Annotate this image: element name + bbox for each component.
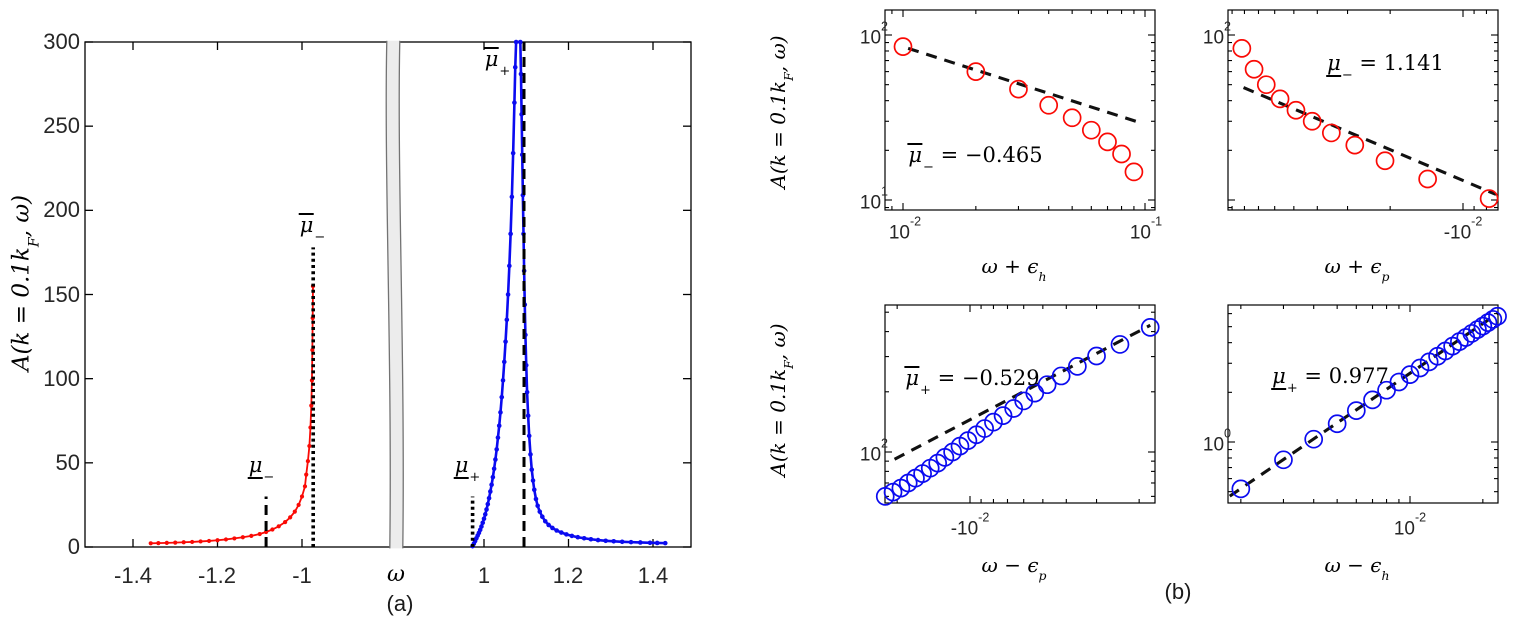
b1-xtick-1e-1: 10-1 (1129, 214, 1163, 244)
a-xaxis-label: ω (387, 562, 405, 587)
subplot-b4-ticks (1228, 305, 1498, 503)
panel-a-series-particle-branch (470, 39, 668, 549)
a-ytick-300: 300 (43, 29, 80, 54)
subplot-b3-ticks (885, 305, 1155, 503)
b4-annotation: μ+ = 0.977 (1271, 364, 1389, 396)
a-xtick-1: 1 (477, 563, 491, 588)
b4-xaxis-label: ω − ϵh (1324, 553, 1390, 584)
b2-xaxis-label: ω + ϵp (1324, 254, 1390, 285)
caption-b: (b) (1164, 579, 1192, 604)
label-mu-over-minus: μ− (298, 213, 326, 245)
a-xtick-n1p2: -1.2 (198, 563, 236, 588)
b2-annotation: μ− = 1.141 (1326, 51, 1444, 83)
a-xtick-1p4: 1.4 (637, 563, 669, 588)
b1-xaxis-label: ω + ϵh (981, 254, 1047, 285)
subplot-b4-markers (1231, 306, 1507, 499)
subplot-b3-markers (875, 318, 1160, 506)
panel-a-ticks (85, 41, 691, 548)
a-xtick-n1: -1 (292, 563, 312, 588)
b-row1-yaxis-label: A(k = 0.1kF, ω) (766, 35, 797, 189)
fit-line-b1 (907, 46, 1141, 124)
label-mu-under-plus: μ+ (453, 453, 481, 485)
a-xtick-1p2: 1.2 (552, 563, 584, 588)
b1-ytick-1e1: 101 (859, 184, 888, 214)
subplot-b1 (884, 9, 1156, 211)
a-ytick-50: 50 (55, 450, 80, 475)
a-ytick-150: 150 (43, 282, 80, 307)
subplot-b2-markers (1232, 39, 1499, 208)
b-row2-yaxis-label: A(k = 0.1kF, ω) (766, 323, 797, 477)
fit-line-b2 (1242, 86, 1497, 196)
subplot-b2-ticks (1228, 10, 1498, 210)
subplot-b1-ticks (885, 10, 1155, 210)
b3-xaxis-label: ω − ϵp (981, 553, 1047, 584)
a-ytick-200: 200 (43, 197, 80, 222)
b1-ytick-1e2: 102 (859, 19, 888, 49)
subplot-b3 (884, 304, 1156, 504)
caption-a: (a) (386, 591, 414, 616)
a-ytick-100: 100 (43, 366, 80, 391)
subplot-b2 (1227, 9, 1499, 211)
b3-annotation: μ+ = −0.529 (904, 366, 1040, 398)
b2-ytick-1e2: 102 (1202, 19, 1231, 49)
label-mu-under-minus: μ− (247, 453, 275, 485)
subplot-b1-markers (893, 37, 1144, 182)
panel-a-series-hole-branch (148, 283, 316, 546)
fit-line-b3 (893, 323, 1151, 461)
b3-ytick-1e2: 102 (859, 436, 888, 466)
panel-a-axis-break (385, 40, 404, 549)
a-ytick-250: 250 (43, 113, 80, 138)
b4-ytick-1e0: 100 (1202, 426, 1231, 456)
a-yaxis-label: A(k = 0.1kF, ω) (8, 194, 43, 372)
a-ytick-0: 0 (67, 534, 80, 559)
b4-xtick-1e-2: 10-2 (1393, 510, 1427, 540)
b3-xtick-n1e-2: -10-2 (950, 510, 990, 540)
label-mu-over-plus: μ+ (483, 47, 511, 79)
b2-xtick-n1e-2: -10-2 (1443, 214, 1483, 244)
panel-a-vlines (264, 42, 526, 547)
b1-annotation: μ− = −0.465 (907, 143, 1043, 175)
b1-xtick-1e-2: 10-2 (888, 214, 922, 244)
a-xtick-n1p4: -1.4 (114, 563, 152, 588)
